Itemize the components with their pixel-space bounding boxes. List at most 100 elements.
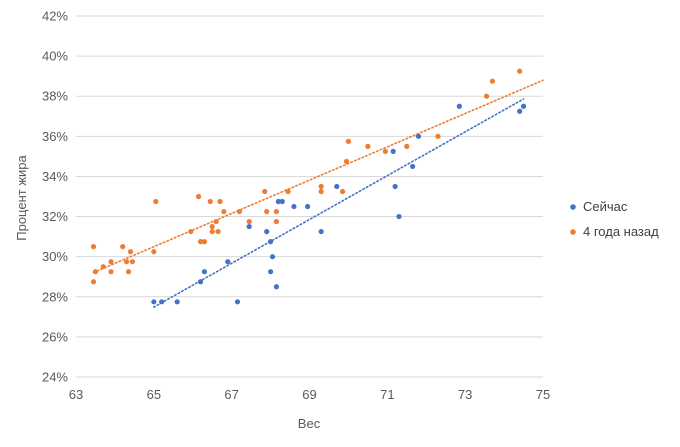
data-point [151, 249, 157, 255]
data-point [153, 198, 159, 205]
data-point [234, 299, 241, 305]
data-point [197, 279, 204, 285]
y-tick-label: 34% [42, 169, 68, 184]
trendline-now [153, 98, 525, 308]
x-tick-labels: 63 65 67 69 71 73 75 [69, 387, 550, 402]
data-point [225, 259, 231, 265]
data-point [108, 259, 114, 265]
x-tick-label: 75 [536, 387, 550, 402]
y-tick-label: 38% [42, 89, 68, 104]
grid-lines [76, 15, 543, 378]
data-point [90, 244, 97, 250]
data-point [264, 208, 270, 215]
y-tick-label: 26% [42, 329, 68, 344]
x-axis-title: Вес [298, 416, 321, 431]
data-point [262, 188, 268, 195]
data-point [489, 78, 496, 84]
y-tick-label: 28% [42, 289, 68, 304]
data-point [213, 218, 219, 225]
data-point [318, 183, 324, 190]
data-point [517, 68, 523, 74]
data-point [279, 198, 285, 205]
data-point [345, 138, 352, 144]
data-point [343, 158, 350, 165]
data-point [159, 299, 165, 305]
data-point [267, 269, 274, 275]
y-axis-title: Процент жира [14, 154, 29, 240]
data-point [415, 133, 422, 139]
y-tick-label: 30% [42, 249, 68, 264]
data-point [90, 279, 97, 285]
data-point [120, 244, 126, 250]
data-point [410, 163, 416, 170]
data-point [483, 93, 490, 99]
data-point [520, 103, 527, 109]
legend-marker [570, 229, 576, 235]
data-point [209, 223, 215, 230]
y-tick-label: 36% [42, 129, 68, 144]
data-point [221, 208, 227, 215]
data-point [396, 213, 402, 220]
trendline-four-years-ago [92, 79, 544, 274]
data-point [269, 254, 276, 260]
data-point [123, 259, 130, 265]
data-point [207, 198, 213, 205]
data-point [201, 239, 208, 245]
data-point [456, 103, 462, 109]
data-point [188, 228, 194, 235]
data-point [215, 228, 221, 235]
data-point [334, 183, 340, 190]
x-tick-label: 71 [380, 387, 394, 402]
data-point [339, 188, 346, 195]
data-point [318, 228, 324, 235]
data-point [365, 143, 371, 149]
data-point [201, 269, 208, 275]
data-point [435, 133, 441, 139]
data-point [392, 183, 398, 190]
data-point [195, 193, 202, 200]
data-point [517, 108, 523, 114]
data-point [404, 143, 410, 149]
legend-label: 4 года назад [583, 224, 659, 239]
x-tick-label: 67 [224, 387, 238, 402]
data-point [108, 269, 114, 275]
legend: Сейчас 4 года назад [570, 199, 659, 239]
data-point [390, 148, 396, 154]
y-tick-label: 24% [42, 370, 68, 385]
data-point [236, 208, 243, 215]
data-point [197, 239, 204, 245]
data-point [127, 249, 134, 255]
data-point [92, 269, 99, 275]
x-tick-label: 73 [458, 387, 472, 402]
legend-marker [570, 204, 576, 210]
data-point [273, 208, 280, 215]
x-tick-label: 63 [69, 387, 83, 402]
data-points [90, 68, 527, 305]
data-point [273, 284, 280, 290]
data-point [209, 228, 215, 235]
data-point [100, 264, 106, 270]
x-tick-label: 69 [302, 387, 316, 402]
data-point [246, 218, 252, 225]
data-point [129, 259, 136, 265]
data-point [285, 188, 291, 195]
y-tick-label: 40% [42, 49, 68, 64]
data-point [217, 198, 223, 205]
data-point [125, 269, 132, 275]
data-point [273, 218, 280, 225]
y-tick-labels: 24% 26% 28% 30% 32% 34% 36% 38% 40% 42% [42, 9, 68, 385]
data-point [304, 203, 311, 210]
legend-label: Сейчас [583, 199, 628, 214]
data-point [382, 148, 388, 154]
data-point [318, 188, 324, 195]
y-tick-label: 32% [42, 209, 68, 224]
data-point [174, 299, 180, 305]
x-tick-label: 65 [147, 387, 161, 402]
y-tick-label: 42% [42, 9, 68, 24]
data-point [291, 203, 297, 210]
data-point [151, 299, 157, 305]
data-point [264, 228, 270, 235]
data-point [267, 239, 274, 245]
trendlines [92, 79, 544, 308]
